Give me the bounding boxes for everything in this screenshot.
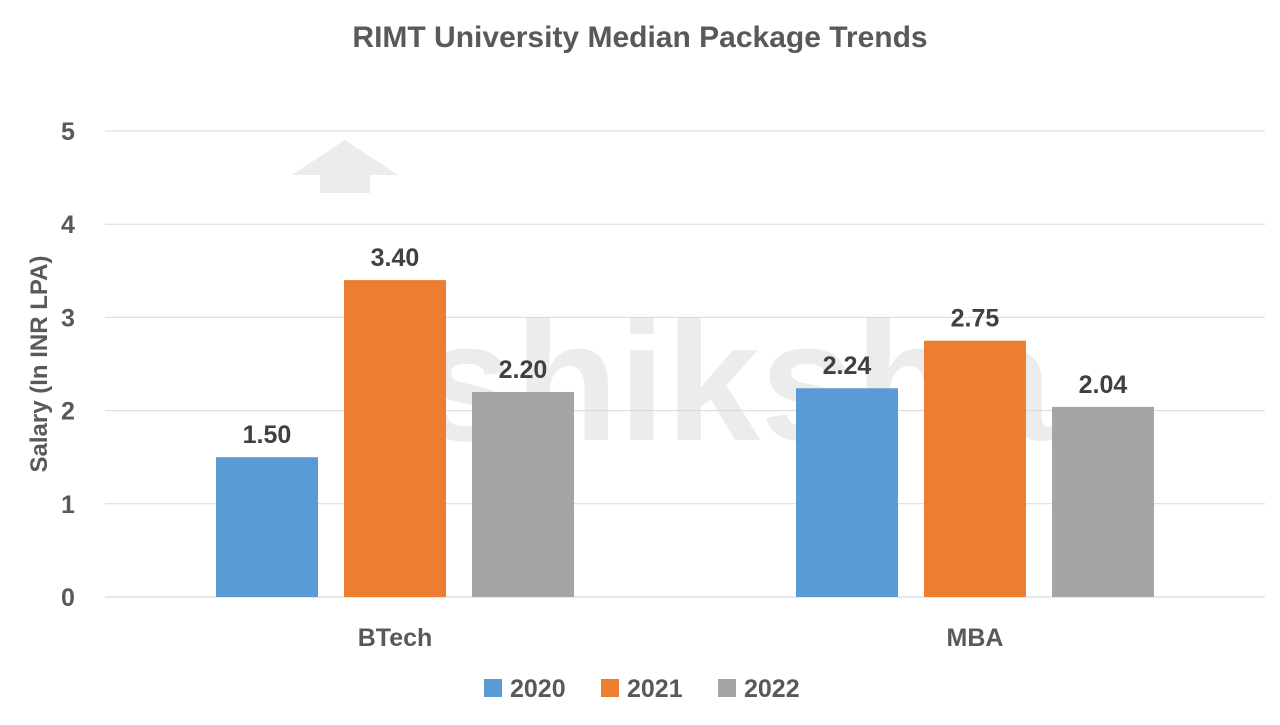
y-tick-label: 1 — [61, 491, 75, 519]
bar-mba-2020 — [796, 388, 898, 597]
legend-label: 2020 — [510, 675, 566, 703]
data-label: 2.24 — [823, 352, 872, 380]
category-label: MBA — [947, 624, 1004, 652]
data-label: 2.20 — [499, 356, 548, 384]
data-label: 2.04 — [1079, 371, 1128, 399]
bar-btech-2021 — [344, 280, 446, 597]
chart-title: RIMT University Median Package Trends — [352, 21, 927, 54]
bar-btech-2020 — [216, 457, 318, 597]
y-tick-label: 5 — [61, 118, 75, 146]
category-label: BTech — [358, 624, 433, 652]
data-label: 3.40 — [371, 244, 420, 272]
y-tick-label: 4 — [61, 211, 75, 239]
bar-mba-2022 — [1052, 406, 1154, 597]
y-tick-label: 0 — [61, 584, 75, 612]
y-tick-labels: 0 1 2 3 4 5 — [61, 118, 75, 612]
legend-swatch-2022 — [718, 679, 736, 697]
legend-label: 2021 — [627, 675, 683, 703]
y-tick-label: 2 — [61, 398, 75, 426]
legend: 2020 2021 2022 — [484, 675, 800, 703]
bar-btech-2022 — [472, 391, 574, 597]
data-label: 1.50 — [243, 421, 292, 449]
y-tick-label: 3 — [61, 304, 75, 332]
legend-swatch-2021 — [601, 679, 619, 697]
legend-swatch-2020 — [484, 679, 502, 697]
bars: 1.50 3.40 2.20 2.24 2.75 2.04 — [216, 244, 1154, 597]
bar-mba-2021 — [924, 340, 1026, 597]
y-axis-label: Salary (In INR LPA) — [26, 256, 53, 473]
data-label: 2.75 — [951, 305, 1000, 333]
category-labels: BTech MBA — [358, 624, 1004, 652]
legend-label: 2022 — [744, 675, 800, 703]
